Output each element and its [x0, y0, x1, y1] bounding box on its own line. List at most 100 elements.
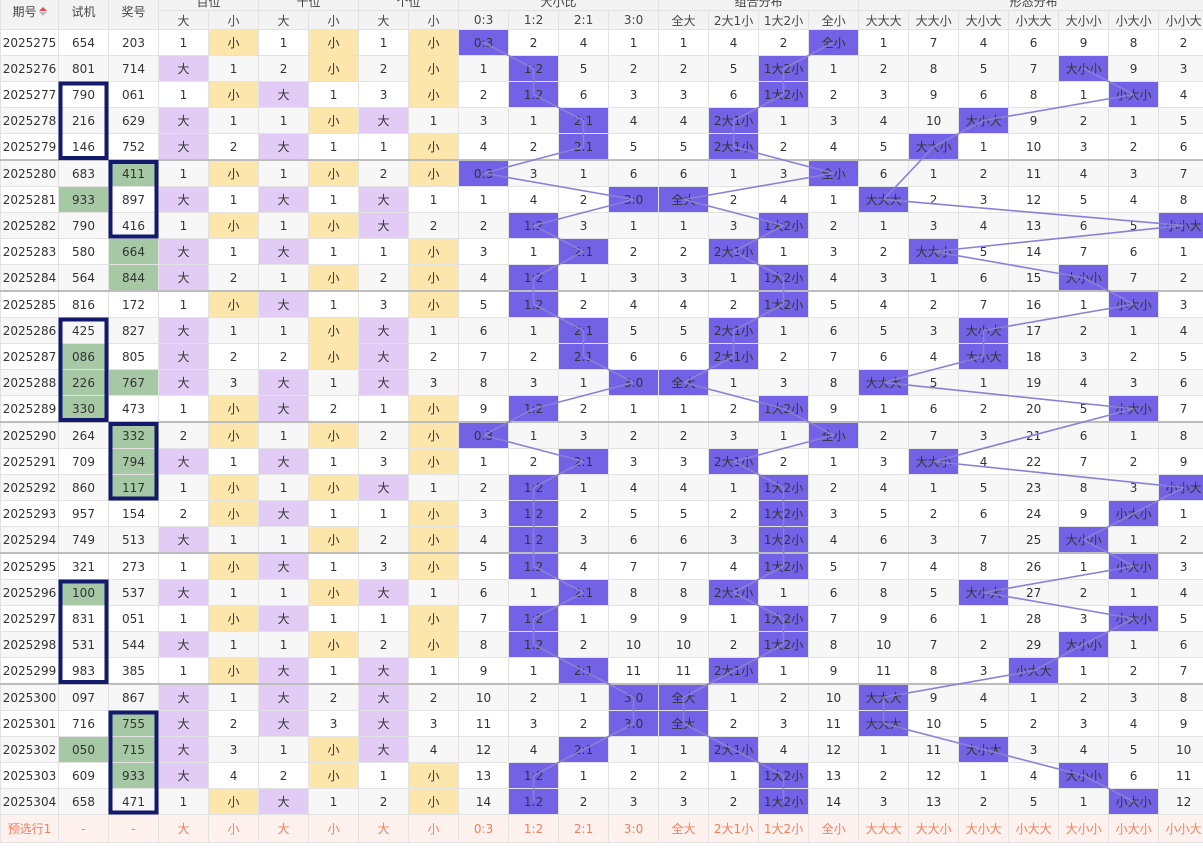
issue-column-header[interactable]: 期号 — [0, 0, 59, 30]
stat-cell: 12 — [1008, 186, 1060, 213]
stat-cell: 4 — [858, 474, 910, 501]
stat-cell: 2 — [608, 55, 660, 82]
stat-cell: 6 — [808, 579, 860, 606]
stat-cell: 2 — [758, 683, 810, 711]
forecast-option-13[interactable]: 全小 — [808, 814, 860, 843]
stat-cell: 3 — [358, 448, 410, 475]
stat-cell: 3 — [558, 526, 610, 554]
stat-cell: 3:0 — [608, 369, 660, 396]
stat-cell: 3 — [1008, 736, 1060, 763]
forecast-option-4[interactable]: 大 — [358, 814, 410, 843]
stat-cell: 4 — [608, 107, 660, 134]
stat-cell: 9 — [858, 605, 910, 632]
forecast-option-6[interactable]: 0:3 — [458, 814, 510, 843]
issue-cell: 2025303 — [0, 762, 59, 789]
stat-cell: 2 — [1058, 107, 1110, 134]
forecast-option-9[interactable]: 3:0 — [608, 814, 660, 843]
forecast-label[interactable]: 预选行1 — [0, 814, 59, 843]
stat-cell: 小 — [308, 107, 360, 134]
stat-cell: 1 — [358, 29, 410, 56]
stat-cell: 1 — [258, 579, 310, 606]
forecast-option-15[interactable]: 大大小 — [908, 814, 960, 843]
stat-cell: 小 — [308, 317, 360, 344]
issue-cell: 2025292 — [0, 474, 59, 501]
stat-cell: 2 — [408, 343, 460, 370]
issue-cell: 2025280 — [0, 159, 59, 187]
trial-column-header: 试机 — [58, 0, 109, 30]
stat-cell: 1大2小 — [758, 762, 810, 789]
stat-cell: 1 — [1158, 500, 1203, 527]
stat-cell: 1 — [1058, 81, 1110, 108]
stat-cell: 小大小 — [1108, 81, 1160, 108]
forecast-option-2[interactable]: 大 — [258, 814, 310, 843]
forecast-option-19[interactable]: 小大小 — [1108, 814, 1160, 843]
stat-cell: 小 — [308, 212, 360, 239]
stat-cell: 2 — [458, 81, 510, 108]
forecast-option-10[interactable]: 全大 — [658, 814, 710, 843]
stat-cell: 3 — [908, 526, 960, 554]
stat-cell: 2 — [608, 421, 660, 449]
forecast-prize[interactable]: - — [108, 814, 159, 843]
stat-cell: 2 — [1108, 657, 1160, 685]
stat-cell: 大小小 — [1058, 631, 1110, 658]
stat-cell: 2 — [708, 186, 760, 213]
stat-cell: 6 — [608, 526, 660, 554]
forecast-option-11[interactable]: 2大1小 — [708, 814, 760, 843]
stat-cell: 3 — [308, 710, 360, 737]
prize-cell: 664 — [108, 238, 159, 265]
sub-header-shape-4: 大小小 — [1058, 10, 1110, 30]
forecast-option-0[interactable]: 大 — [158, 814, 209, 843]
forecast-trial[interactable]: - — [58, 814, 109, 843]
forecast-option-5[interactable]: 小 — [408, 814, 460, 843]
stat-cell: 2 — [458, 212, 510, 239]
stat-cell: 9 — [608, 605, 660, 632]
stat-cell: 5 — [1108, 212, 1160, 239]
table-row: 2025283 580 664 大 1 大 1 1 小 3 1 2:1 2 2 2大1小 1 3 2 大大小 5 14 7… — [0, 238, 1203, 265]
issue-cell: 2025278 — [0, 107, 59, 134]
prize-cell: 117 — [108, 474, 159, 501]
stat-cell: 7 — [608, 552, 660, 580]
stat-cell: 3 — [908, 317, 960, 344]
stat-cell: 1 — [158, 657, 209, 685]
stat-cell: 13 — [458, 762, 510, 789]
stat-cell: 2 — [1108, 448, 1160, 475]
forecast-option-17[interactable]: 小大大 — [1008, 814, 1060, 843]
stat-cell: 小 — [207, 395, 260, 423]
stat-cell: 大小大 — [958, 343, 1010, 370]
stat-cell: 1 — [708, 474, 760, 501]
forecast-option-18[interactable]: 大小小 — [1058, 814, 1110, 843]
sub-header-combo-2: 1大2小 — [758, 10, 810, 30]
stat-cell: 7 — [1158, 159, 1203, 187]
forecast-option-3[interactable]: 小 — [308, 814, 360, 843]
forecast-option-16[interactable]: 大小大 — [958, 814, 1010, 843]
stat-cell: 2 — [1158, 264, 1203, 292]
stat-cell: 1 — [358, 762, 410, 789]
stat-cell: 9 — [1058, 29, 1110, 56]
forecast-option-1[interactable]: 小 — [207, 814, 260, 843]
forecast-option-12[interactable]: 1大2小 — [758, 814, 810, 843]
stat-cell: 7 — [658, 552, 710, 580]
stat-cell: 大 — [358, 683, 410, 711]
stat-cell: 4 — [1158, 579, 1203, 606]
stat-cell: 11 — [808, 710, 860, 737]
stat-cell: 28 — [1008, 605, 1060, 632]
issue-cell: 2025287 — [0, 343, 59, 370]
stat-cell: 4 — [658, 290, 710, 318]
forecast-option-20[interactable]: 小小大 — [1158, 814, 1203, 843]
forecast-option-14[interactable]: 大大大 — [858, 814, 910, 843]
forecast-option-8[interactable]: 2:1 — [558, 814, 610, 843]
stat-cell: 1 — [1058, 290, 1110, 318]
stat-cell: 1 — [308, 448, 360, 475]
stat-cell: 4 — [608, 474, 660, 501]
forecast-option-7[interactable]: 1:2 — [508, 814, 560, 843]
stat-cell: 2大1小 — [708, 317, 760, 344]
stat-cell: 8 — [958, 552, 1010, 580]
stat-cell: 全小 — [808, 159, 860, 187]
stat-cell: 大 — [158, 448, 209, 475]
stat-cell: 3 — [458, 107, 510, 134]
stat-cell: 0:3 — [458, 159, 510, 187]
stat-cell: 大 — [358, 212, 410, 239]
sort-icon[interactable] — [38, 6, 47, 16]
forecast-row[interactable]: 预选行1- - 大小大小大小 0:3 1:2 2:1 3:0 全大 2大1小 1大2小 全小 大大大大… — [0, 814, 1203, 843]
table-row: 2025297 831 051 1 小大 1 1 小 7 1:2 1 9 9 1 1大2小 7 9 6 1 28 3 小大… — [0, 605, 1203, 632]
